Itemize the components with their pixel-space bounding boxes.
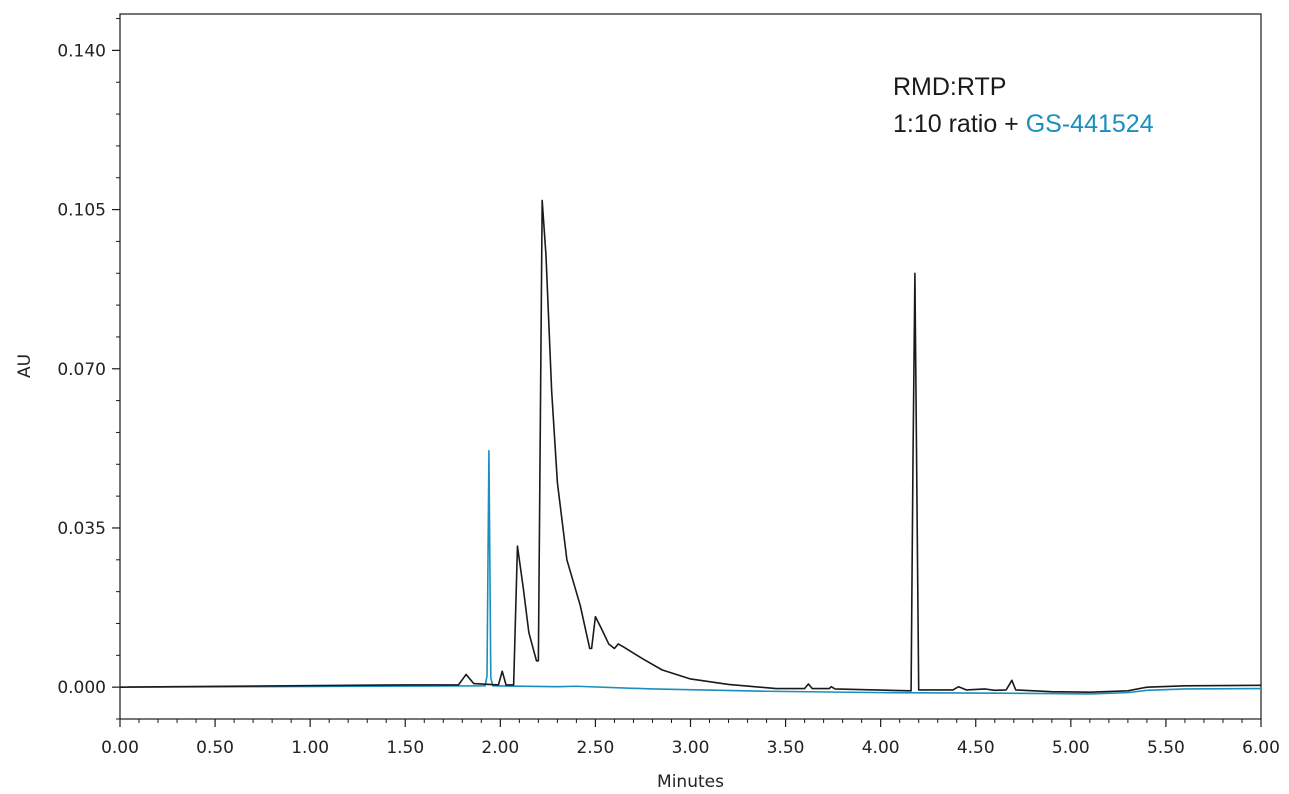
x-tick-label: 1.00: [291, 738, 329, 758]
x-tick-label: 3.00: [672, 738, 710, 758]
annotation-line-1: RMD:RTP: [893, 73, 1006, 101]
x-tick-label: 4.00: [862, 738, 900, 758]
y-tick-label: 0.105: [57, 201, 106, 221]
y-tick-label: 0.000: [57, 678, 106, 698]
x-tick-label: 1.50: [386, 738, 424, 758]
x-tick-label: 4.50: [957, 738, 995, 758]
x-axis-title: Minutes: [657, 772, 724, 792]
x-tick-label: 5.50: [1147, 738, 1185, 758]
y-axis-title: AU: [15, 354, 35, 378]
x-tick-label: 0.50: [196, 738, 234, 758]
series-line-1: [119, 199, 1262, 693]
y-tick-label: 0.035: [57, 519, 106, 539]
x-tick-label: 3.50: [767, 738, 805, 758]
x-tick-label: 0.00: [101, 738, 139, 758]
y-tick-label: 0.140: [57, 41, 106, 61]
annotation-line-2: 1:10 ratio + GS-441524: [893, 110, 1154, 138]
y-tick-label: 0.070: [57, 360, 106, 380]
annotation-compound-label: GS-441524: [1026, 110, 1154, 138]
x-tick-label: 5.00: [1052, 738, 1090, 758]
x-tick-label: 6.00: [1242, 738, 1280, 758]
x-axis: 0.00 0.50 1.00 1.50 2.00 2.50 3.00 3.50 4.00 4.50…: [101, 719, 1280, 758]
annotation-ratio-text: 1:10 ratio +: [893, 110, 1026, 138]
x-tick-label: 2.00: [481, 738, 519, 758]
y-axis: 0.000 0.035 0.070 0.105 0.140: [57, 18, 120, 720]
series-line-2: [119, 449, 1262, 695]
series-layer: [119, 199, 1262, 695]
x-tick-label: 2.50: [576, 738, 614, 758]
